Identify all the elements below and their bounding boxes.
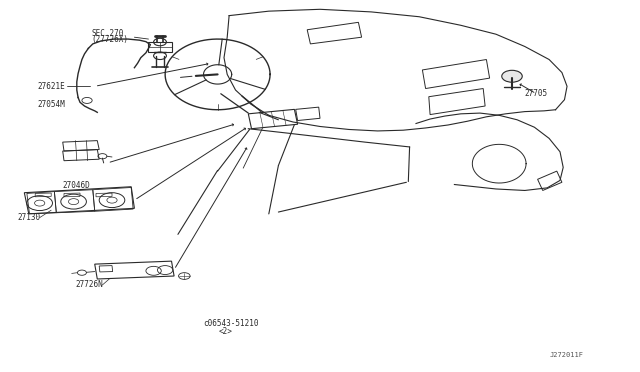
Text: SEC.270: SEC.270 <box>92 29 124 38</box>
Text: c06543-51210: c06543-51210 <box>204 319 259 328</box>
Text: 27705: 27705 <box>525 89 548 97</box>
Text: 27054M: 27054M <box>37 100 65 109</box>
Text: J272011F: J272011F <box>549 352 583 358</box>
Text: 27130: 27130 <box>18 213 41 222</box>
Text: 27621E: 27621E <box>37 82 65 91</box>
Circle shape <box>502 70 522 82</box>
Text: (27726X): (27726X) <box>92 35 129 44</box>
Text: <2>: <2> <box>219 327 233 336</box>
Text: 27726N: 27726N <box>76 280 103 289</box>
Text: 27046D: 27046D <box>63 181 90 190</box>
